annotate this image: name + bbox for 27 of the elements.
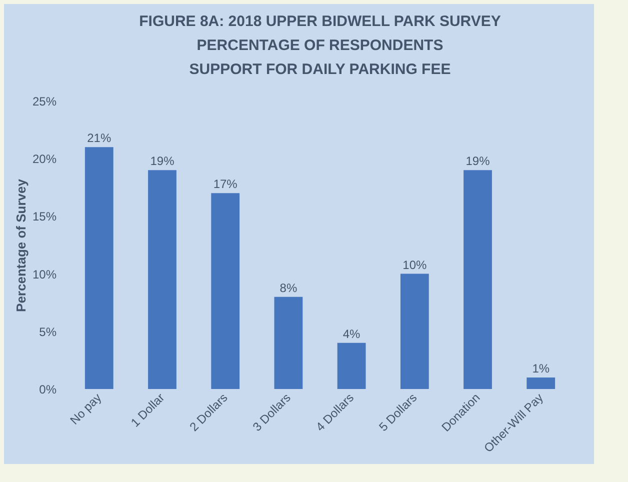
data-label: 19% xyxy=(466,154,490,168)
y-axis-title: Percentage of Survey xyxy=(13,178,28,312)
data-label: 19% xyxy=(150,154,175,168)
bar xyxy=(148,170,176,389)
data-label: 21% xyxy=(87,131,112,146)
bar xyxy=(526,377,556,389)
y-tick-label: 10% xyxy=(32,267,57,282)
text: PERCENTAGE OF RESPONDENTS xyxy=(196,37,444,54)
bar xyxy=(400,274,429,389)
bar xyxy=(337,342,366,389)
bar xyxy=(211,193,240,389)
x-tick-label: No pay xyxy=(67,390,104,428)
data-label: 10% xyxy=(402,258,427,272)
bar xyxy=(274,296,303,389)
y-tick-label: 25% xyxy=(32,94,57,108)
y-tick-label: 15% xyxy=(32,210,57,224)
bar xyxy=(84,147,114,389)
bar xyxy=(464,170,492,389)
text: FIGURE 8A: 2018 UPPER BIDWELL PARK SURVEY xyxy=(139,13,501,30)
data-label: 4% xyxy=(342,326,361,341)
data-label: 8% xyxy=(280,280,298,295)
y-tick-label: 0% xyxy=(39,382,57,396)
y-tick-label: 20% xyxy=(32,152,57,166)
y-tick-label: 5% xyxy=(39,324,57,339)
data-label: 1% xyxy=(532,361,550,376)
data-label: 17% xyxy=(213,177,238,192)
text: SUPPORT FOR DAILY PARKING FEE xyxy=(189,61,451,78)
